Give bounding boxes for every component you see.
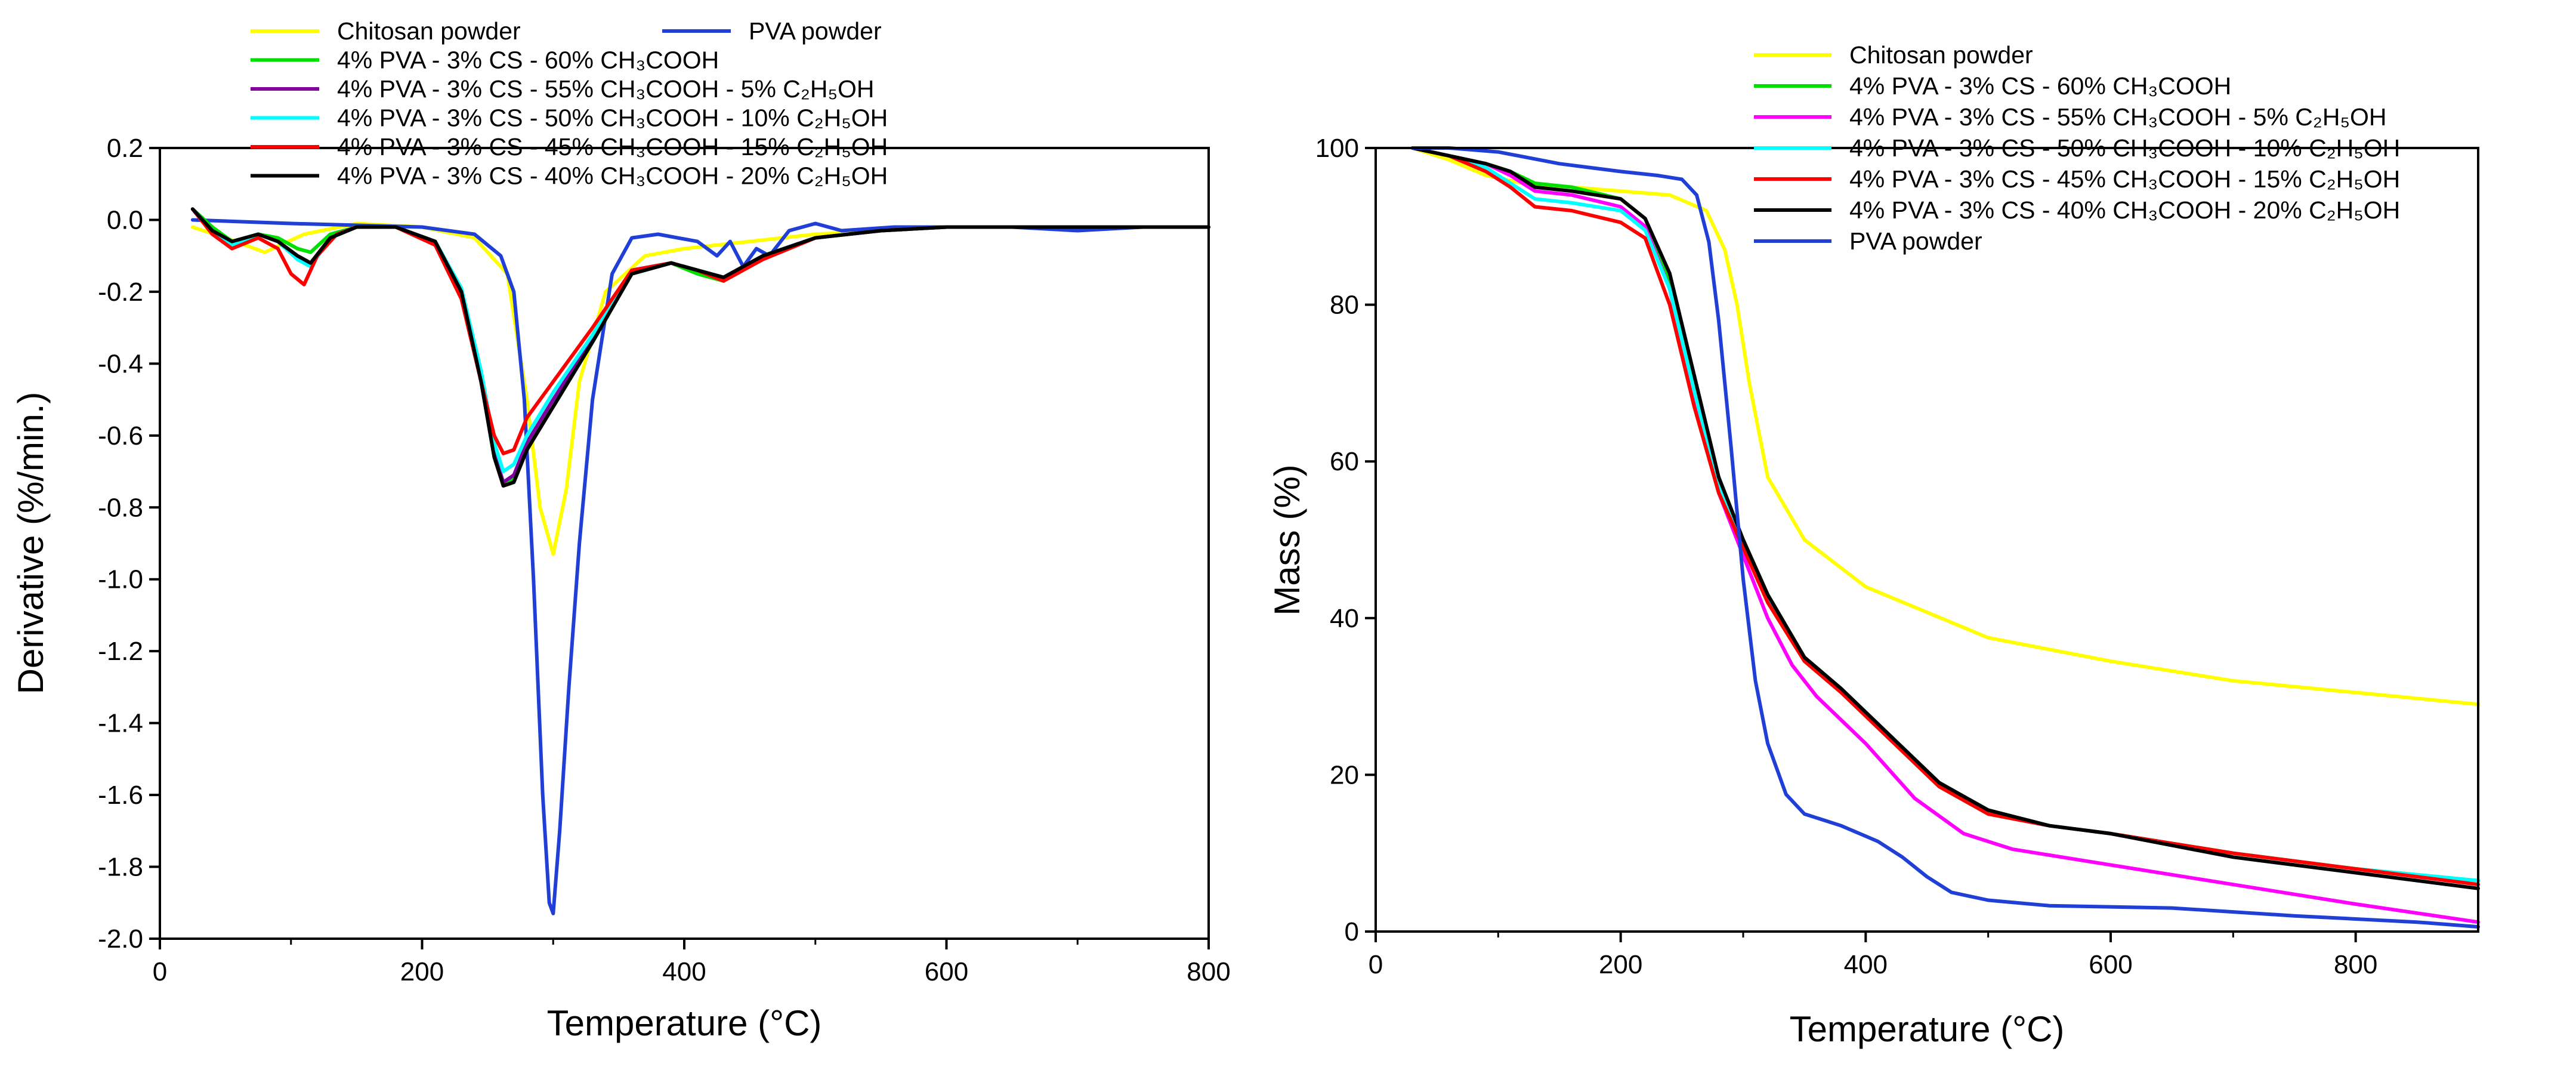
tga-y-tick-label: 100 <box>1315 134 1359 163</box>
dtg-series-layer <box>190 207 1210 915</box>
dtg-series-4-pva-3-cs-40-ch-cooh-20-c-h-oh <box>190 207 1210 488</box>
legend-label: Chitosan powder <box>337 17 521 45</box>
dtg-series-4-pva-3-cs-45-ch-cooh-15-c-h-oh <box>190 207 1210 455</box>
dtg-y-tick-label: -1.6 <box>98 781 143 810</box>
dtg-y-axis-title: Derivative (%/min.) <box>11 392 51 695</box>
tga-legend: Chitosan powder 4% PVA - 3% CS - 60% CH₃C… <box>1754 41 2400 255</box>
legend-label: 4% PVA - 3% CS - 45% CH₃COOH - 15% C₂H₅O… <box>1849 165 2400 193</box>
dtg-x-tick-label: 200 <box>400 957 444 986</box>
dtg-y-ticks: 0.2 0.0 -0.2 -0.4 -0.6 -0.8 -1.0 -1.2 -1.4 -1.6 -1… <box>98 134 160 954</box>
dtg-x-ticks: 0 200 400 600 800 <box>153 939 1231 986</box>
dtg-y-tick-label: -1.2 <box>98 637 143 666</box>
tga-panel: 0 200 400 600 800 0 20 40 60 80 100 Temperature (… <box>1267 41 2480 1049</box>
dtg-x-tick-label: 400 <box>662 957 706 986</box>
tga-series-4-pva-3-cs-55-ch-cooh-5-c-h-oh <box>1410 146 2480 924</box>
tga-y-tick-label: 60 <box>1330 447 1359 476</box>
tga-series-pva-powder <box>1410 146 2480 929</box>
tga-plot-frame <box>1375 147 2479 933</box>
dtg-x-tick-label: 600 <box>925 957 968 986</box>
tga-y-tick-label: 20 <box>1330 760 1359 790</box>
tga-y-ticks: 0 20 40 60 80 100 <box>1315 134 1376 946</box>
tga-series-4-pva-3-cs-50-ch-cooh-10-c-h-oh <box>1410 146 2480 883</box>
tga-x-tick-label: 800 <box>2334 950 2377 979</box>
tga-x-axis-title: Temperature (°C) <box>1790 1009 2065 1049</box>
tga-x-tick-label: 0 <box>1369 950 1383 979</box>
dtg-y-tick-label: -0.4 <box>98 349 143 378</box>
dtg-y-tick-label: 0.2 <box>107 134 143 163</box>
tga-y-tick-label: 40 <box>1330 604 1359 633</box>
tga-x-tick-label: 400 <box>1844 950 1888 979</box>
legend-label: 4% PVA - 3% CS - 45% CH₃COOH - 15% C₂H₅O… <box>337 133 888 161</box>
dtg-x-axis-title: Temperature (°C) <box>547 1003 822 1043</box>
legend-label: 4% PVA - 3% CS - 60% CH₃COOH <box>1849 72 2231 100</box>
tga-series-layer <box>1410 146 2480 929</box>
legend-label: 4% PVA - 3% CS - 60% CH₃COOH <box>337 47 719 74</box>
legend-label: 4% PVA - 3% CS - 55% CH₃COOH - 5% C₂H₅OH <box>337 75 874 103</box>
tga-series-4-pva-3-cs-60-ch-cooh <box>1410 146 2480 883</box>
tga-x-tick-label: 200 <box>1599 950 1642 979</box>
dtg-y-tick-label: -1.4 <box>98 709 143 738</box>
dtg-legend: Chitosan powder PVA powder 4% PVA - 3% CS … <box>251 17 888 190</box>
dtg-y-tick-label: -0.6 <box>98 421 143 451</box>
tga-y-axis-title: Mass (%) <box>1267 464 1307 615</box>
tga-series-4-pva-3-cs-45-ch-cooh-15-c-h-oh <box>1410 146 2480 887</box>
legend-label: PVA powder <box>1849 227 1982 255</box>
dtg-x-tick-label: 0 <box>153 957 167 986</box>
dtg-series-4-pva-3-cs-55-ch-cooh-5-c-h-oh <box>190 207 1210 485</box>
tga-y-tick-label: 80 <box>1330 291 1359 320</box>
dtg-y-tick-label: -0.2 <box>98 277 143 307</box>
dtg-x-tick-label: 800 <box>1187 957 1230 986</box>
legend-label: Chitosan powder <box>1849 41 2033 69</box>
dtg-series-pva-powder <box>190 218 1210 915</box>
dtg-panel: 0 200 400 600 800 0.2 0.0 -0.2 -0.4 -0.6 -0.8 -1.0… <box>11 17 1231 1043</box>
legend-label: PVA powder <box>749 17 882 45</box>
tga-y-tick-label: 0 <box>1345 917 1359 946</box>
dtg-y-tick-label: -1.8 <box>98 853 143 882</box>
dtg-y-tick-label: -2.0 <box>98 924 143 954</box>
legend-label: 4% PVA - 3% CS - 50% CH₃COOH - 10% C₂H₅O… <box>1849 134 2400 162</box>
legend-label: 4% PVA - 3% CS - 40% CH₃COOH - 20% C₂H₅O… <box>337 162 888 190</box>
tga-x-ticks: 0 200 400 600 800 <box>1369 932 2377 979</box>
tga-x-tick-label: 600 <box>2089 950 2132 979</box>
dtg-y-tick-label: -1.0 <box>98 565 143 594</box>
legend-label: 4% PVA - 3% CS - 50% CH₃COOH - 10% C₂H₅O… <box>337 104 888 132</box>
dtg-y-tick-label: 0.0 <box>107 205 143 235</box>
legend-label: 4% PVA - 3% CS - 55% CH₃COOH - 5% C₂H₅OH <box>1849 103 2386 131</box>
dtg-series-chitosan-powder <box>190 221 1210 556</box>
legend-label: 4% PVA - 3% CS - 40% CH₃COOH - 20% C₂H₅O… <box>1849 196 2400 224</box>
dtg-series-4-pva-3-cs-60-ch-cooh <box>190 207 1210 488</box>
dtg-y-tick-label: -0.8 <box>98 493 143 522</box>
tga-series-4-pva-3-cs-40-ch-cooh-20-c-h-oh <box>1410 146 2480 890</box>
